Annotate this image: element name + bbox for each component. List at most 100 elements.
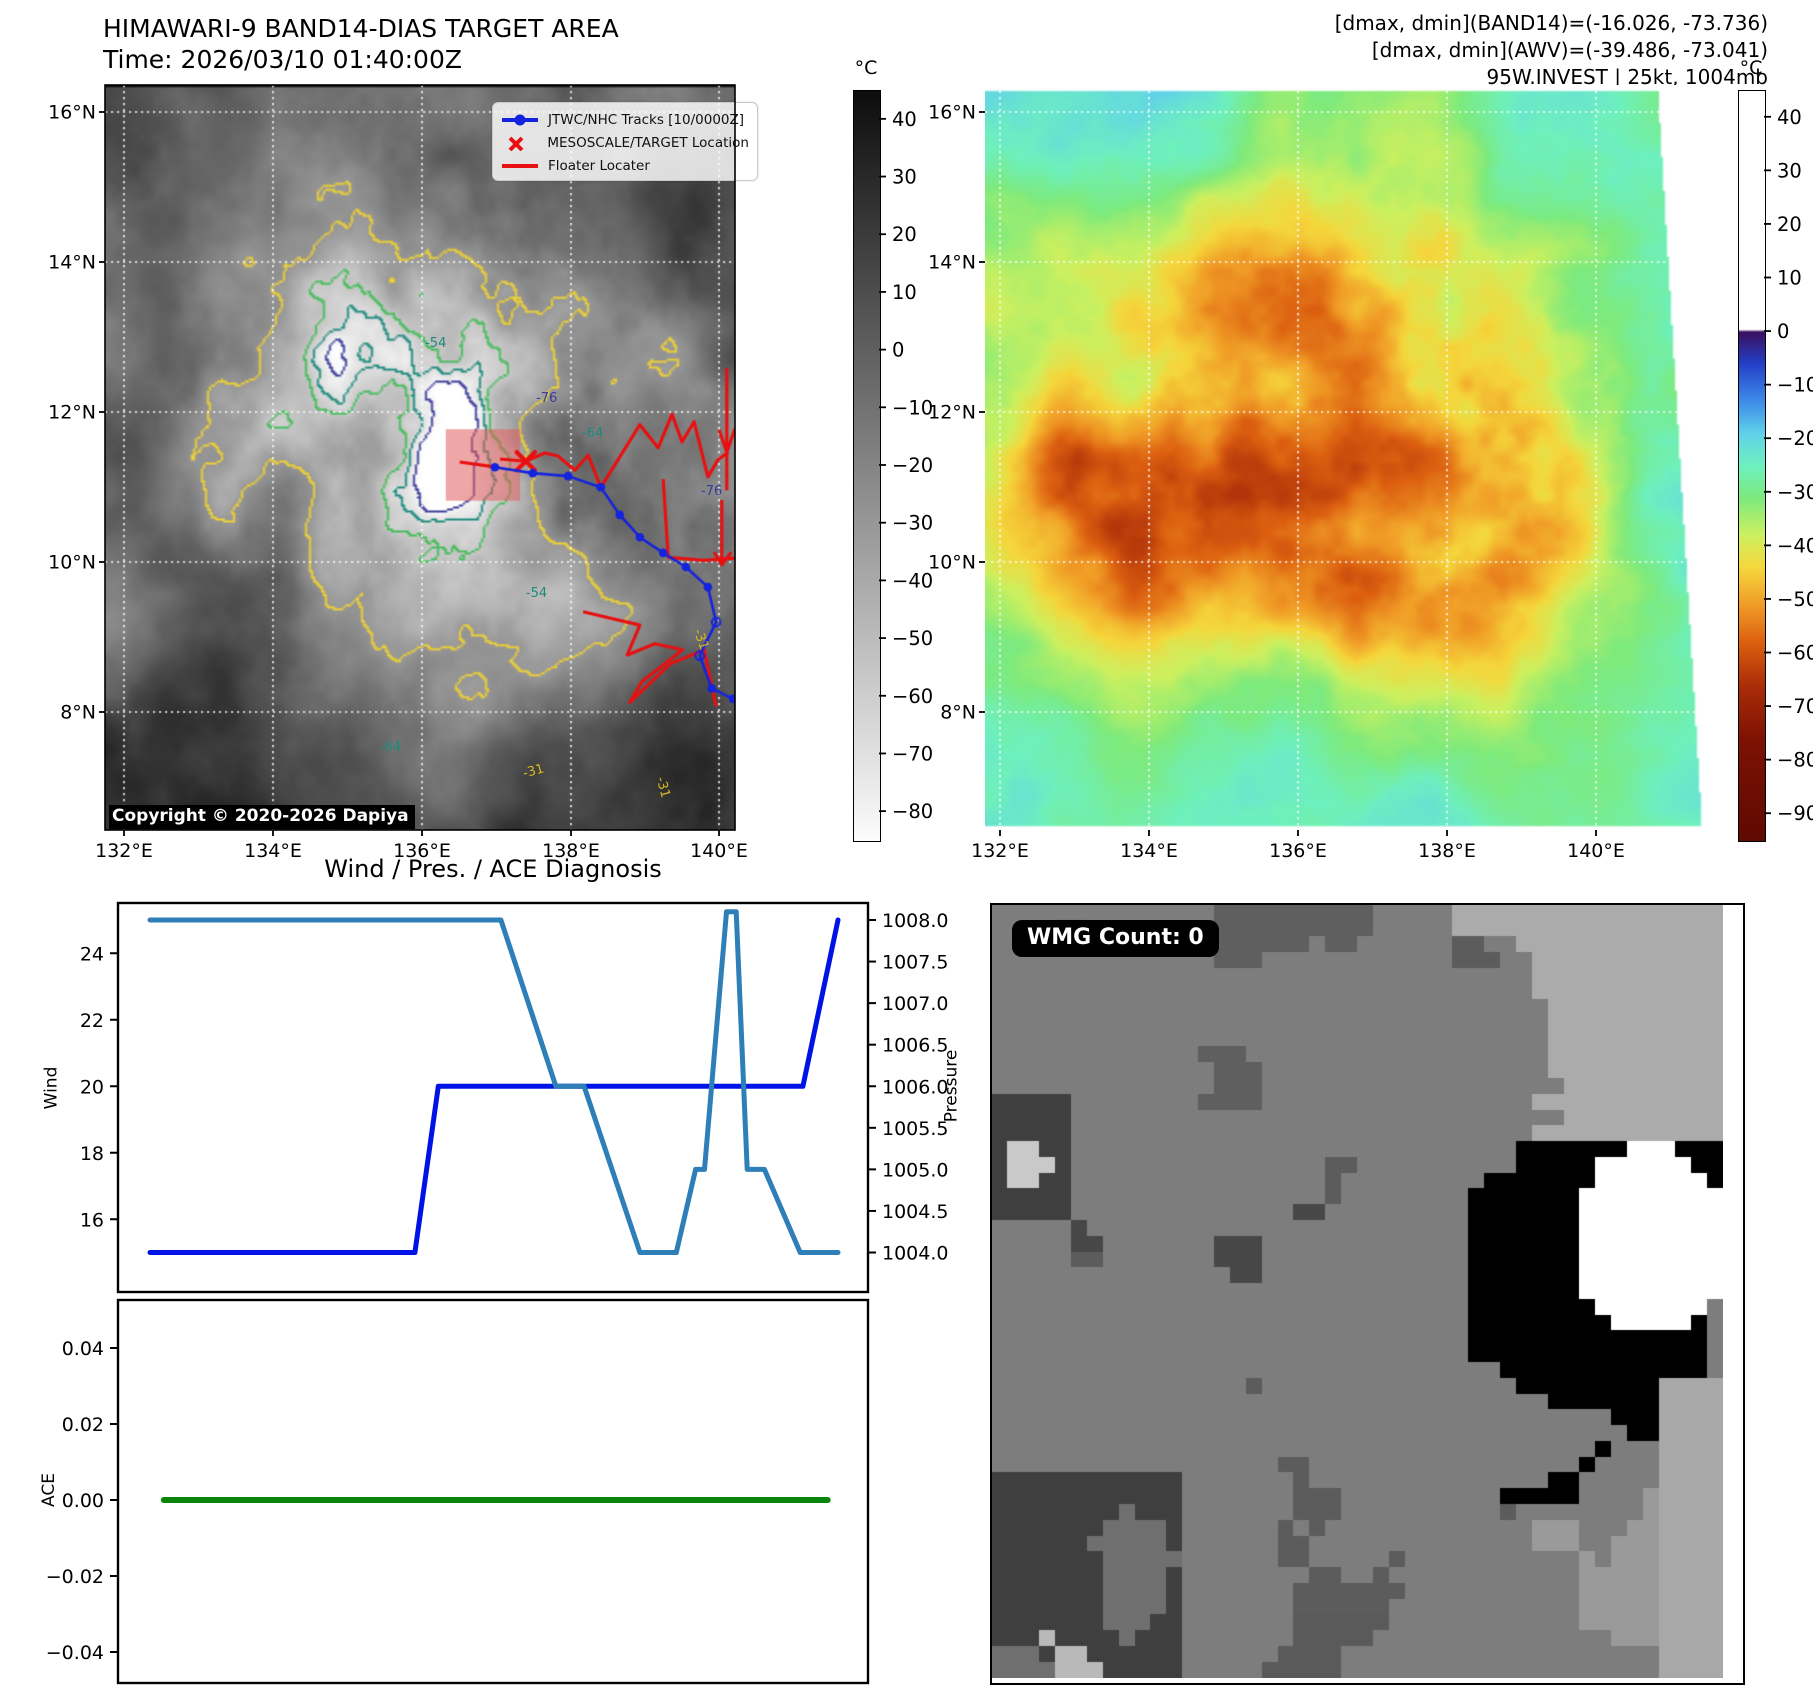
band14-map-image <box>105 85 735 830</box>
line-icon <box>502 163 538 168</box>
lon-tick-label: 138°E <box>542 840 600 862</box>
ace-tick-label: 0.02 <box>62 1414 104 1436</box>
lon-tick-label: 134°E <box>244 840 302 862</box>
lon-tick-label: 136°E <box>393 840 451 862</box>
lat-tick-label: 16°N <box>928 102 976 124</box>
wind-series-line <box>147 917 841 1255</box>
band14-colorbar-unit: °C <box>854 57 878 79</box>
wind-tick-label: 16 <box>80 1209 104 1231</box>
wmg-panel: WMG Count: 0 <box>990 903 1745 1685</box>
wind-tick-label: 20 <box>80 1076 104 1098</box>
awv-colorbar <box>1738 90 1766 842</box>
band14-colorbar <box>853 90 881 842</box>
colorbar-tick-label: −50 <box>1777 588 1813 611</box>
colorbar-tick-label: −20 <box>892 454 933 477</box>
colorbar-tick-label: −10 <box>1777 374 1813 397</box>
awv-header-band14-stats: [dmax, dmin](BAND14)=(-16.026, -73.736) <box>1334 11 1768 35</box>
colorbar-tick-label: −70 <box>1777 695 1813 718</box>
band14-map-frame <box>104 84 736 831</box>
pressure-tick-label: 1006.0 <box>882 1076 948 1098</box>
lon-tick-label: 140°E <box>690 840 748 862</box>
colorbar-tick-label: 20 <box>892 223 917 246</box>
colorbar-tick-label: −40 <box>1777 534 1813 557</box>
lon-tick-label: 134°E <box>1120 840 1178 862</box>
colorbar-tick-label: 0 <box>892 339 904 362</box>
colorbar-tick-label: −50 <box>892 627 933 650</box>
ace-tick-label: −0.02 <box>46 1566 104 1588</box>
colorbar-tick-label: 20 <box>1777 213 1802 236</box>
wmg-count-badge: WMG Count: 0 <box>1012 920 1219 957</box>
lat-tick-label: 10°N <box>48 552 96 574</box>
pressure-tick-label: 1004.5 <box>882 1201 948 1223</box>
lon-tick-label: 138°E <box>1418 840 1476 862</box>
ace-tick-label: −0.04 <box>46 1642 104 1664</box>
band14-time-subtitle: Time: 2026/03/10 01:40:00Z <box>103 45 462 74</box>
band14-title: HIMAWARI-9 BAND14-DIAS TARGET AREA <box>103 14 619 43</box>
colorbar-tick-label: −30 <box>1777 481 1813 504</box>
awv-map-image <box>985 85 1725 830</box>
lat-tick-label: 16°N <box>48 102 96 124</box>
colorbar-tick-label: −40 <box>892 569 933 592</box>
pressure-tick-label: 1005.0 <box>882 1159 948 1181</box>
lon-tick-label: 132°E <box>95 840 153 862</box>
track-line-icon <box>502 114 538 125</box>
colorbar-tick-label: −80 <box>1777 749 1813 772</box>
legend-item-label: MESOSCALE/TARGET Location <box>547 134 749 151</box>
copyright-text: Copyright © 2020-2026 Dapiya <box>109 805 415 829</box>
colorbar-tick-label: −60 <box>892 685 933 708</box>
lon-tick-label: 132°E <box>971 840 1029 862</box>
lat-tick-label: 12°N <box>48 402 96 424</box>
ace-plot-frame <box>116 1298 870 1685</box>
lat-tick-label: 8°N <box>60 702 96 724</box>
wind-pressure-plot-frame <box>116 901 870 1294</box>
legend-item-label: JTWC/NHC Tracks [10/0000Z] <box>548 111 745 128</box>
x-marker-icon <box>508 136 524 151</box>
colorbar-tick-label: 40 <box>1777 106 1802 129</box>
wind-pressure-plot-bg <box>118 903 868 1292</box>
legend-item-jtwc-track: JTWC/NHC Tracks [10/0000Z] <box>501 109 749 130</box>
ace-plot-bg <box>118 1300 868 1683</box>
colorbar-tick-label: −30 <box>892 512 933 535</box>
lat-tick-label: 14°N <box>48 252 96 274</box>
colorbar-tick-label: −20 <box>1777 427 1813 450</box>
awv-map <box>985 85 1725 830</box>
colorbar-tick-label: 40 <box>892 108 917 131</box>
colorbar-tick-label: −80 <box>892 800 933 823</box>
pressure-tick-label: 1008.0 <box>882 910 948 932</box>
ace-tick-label: 0.00 <box>62 1490 104 1512</box>
pressure-tick-label: 1007.5 <box>882 952 948 974</box>
pressure-series-line <box>147 909 841 1255</box>
wind-tick-label: 22 <box>80 1010 104 1032</box>
colorbar-tick-label: 10 <box>892 281 917 304</box>
colorbar-tick-label: −70 <box>892 742 933 765</box>
pressure-tick-label: 1006.5 <box>882 1035 948 1057</box>
wind-tick-label: 18 <box>80 1143 104 1165</box>
colorbar-tick-label: 10 <box>1777 267 1802 290</box>
lat-tick-label: 8°N <box>940 702 976 724</box>
legend-item-mesoscale-target: MESOSCALE/TARGET Location <box>501 132 749 153</box>
wind-tick-label: 24 <box>80 943 104 965</box>
lon-tick-label: 140°E <box>1567 840 1625 862</box>
awv-colorbar-unit: °C <box>1739 57 1763 79</box>
lat-tick-label: 10°N <box>928 552 976 574</box>
colorbar-tick-label: −90 <box>1777 802 1813 825</box>
legend-item-label: Floater Locater <box>548 157 650 174</box>
colorbar-tick-label: 30 <box>892 166 917 189</box>
awv-header-awv-stats: [dmax, dmin](AWV)=(-39.486, -73.041) <box>1371 38 1768 62</box>
colorbar-tick-label: 30 <box>1777 159 1802 182</box>
pressure-tick-label: 1007.0 <box>882 993 948 1015</box>
pressure-tick-label: 1005.5 <box>882 1118 948 1140</box>
diagnosis-title: Wind / Pres. / ACE Diagnosis <box>324 855 662 883</box>
pressure-tick-label: 1004.0 <box>882 1243 948 1265</box>
colorbar-tick-label: −10 <box>892 396 933 419</box>
colorbar-tick-label: 0 <box>1777 320 1789 343</box>
legend-item-floater-locater: Floater Locater <box>501 155 749 176</box>
band14-map-legend: JTWC/NHC Tracks [10/0000Z] MESOSCALE/TARG… <box>492 102 758 181</box>
colorbar-tick-label: −60 <box>1777 642 1813 665</box>
lat-tick-label: 12°N <box>928 402 976 424</box>
wmg-map-image <box>992 905 1723 1678</box>
ace-tick-label: 0.04 <box>62 1338 104 1360</box>
lat-tick-label: 14°N <box>928 252 976 274</box>
